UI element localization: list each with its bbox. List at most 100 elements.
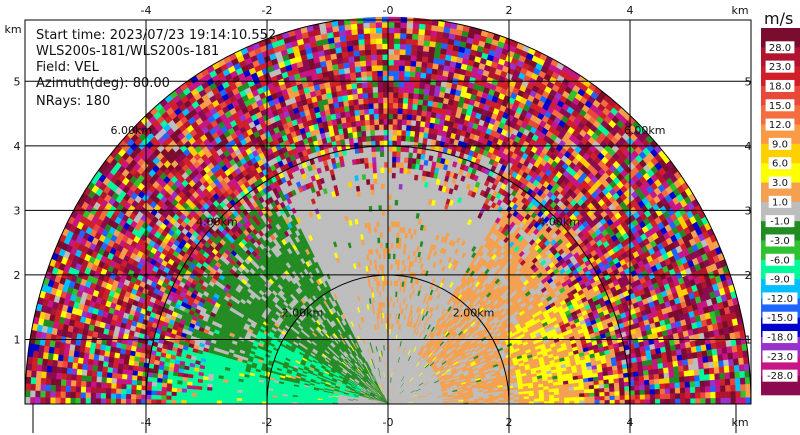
velocity-cell	[629, 399, 636, 404]
velocity-cell	[604, 395, 610, 401]
velocity-cell	[648, 374, 655, 380]
velocity-cell	[513, 398, 520, 402]
velocity-cell	[579, 392, 585, 398]
velocity-cell	[619, 386, 625, 392]
velocity-cell	[656, 357, 663, 364]
velocity-cell	[633, 375, 640, 382]
velocity-cell	[637, 365, 644, 372]
velocity-cell	[652, 363, 659, 370]
velocity-cell	[724, 371, 731, 380]
velocity-cell	[684, 381, 691, 388]
velocity-cell	[662, 361, 669, 369]
velocity-cell	[634, 385, 640, 391]
velocity-cell	[713, 366, 720, 374]
velocity-cell	[598, 383, 605, 389]
velocity-cell	[588, 384, 595, 390]
velocity-cell	[697, 356, 704, 364]
velocity-cell	[664, 377, 670, 384]
velocity-cell	[604, 391, 610, 397]
velocity-cell	[739, 377, 746, 385]
velocity-cell	[498, 399, 505, 403]
velocity-cell	[710, 391, 716, 399]
velocity-cell	[663, 372, 670, 379]
velocity-cell	[564, 400, 570, 404]
velocity-cell	[659, 383, 666, 389]
velocity-cell	[666, 355, 673, 363]
velocity-cell	[649, 388, 656, 395]
velocity-cell	[715, 385, 721, 392]
velocity-cell	[634, 399, 641, 404]
velocity-cell	[543, 394, 550, 399]
velocity-cell	[584, 392, 590, 397]
velocity-cell	[660, 398, 666, 404]
velocity-cell	[618, 381, 625, 387]
velocity-cell	[704, 379, 711, 387]
velocity-cell	[613, 377, 620, 384]
velocity-cell	[548, 391, 555, 396]
velocity-cell	[694, 386, 701, 393]
velocity-cell	[608, 382, 615, 388]
velocity-cell	[579, 400, 585, 404]
velocity-cell	[649, 398, 656, 404]
velocity-cell	[735, 390, 742, 398]
velocity-cell	[644, 398, 651, 404]
velocity-cell	[714, 379, 721, 386]
velocity-cell	[624, 394, 631, 400]
velocity-cell	[594, 391, 600, 397]
velocity-cell	[725, 391, 731, 398]
velocity-cell	[564, 393, 570, 398]
velocity-cell	[589, 399, 595, 404]
velocity-cell	[737, 350, 744, 359]
velocity-cell	[693, 363, 700, 370]
velocity-cell	[688, 369, 695, 377]
velocity-cell	[712, 354, 719, 362]
velocity-cell	[644, 389, 651, 395]
velocity-cell	[699, 374, 706, 381]
velocity-cell	[538, 395, 545, 399]
velocity-cell	[734, 370, 741, 379]
velocity-cell	[588, 388, 595, 393]
velocity-cell	[614, 386, 620, 392]
velocity-cell	[619, 390, 625, 396]
velocity-cell	[681, 353, 688, 361]
velocity-cell	[698, 362, 705, 370]
velocity-cell	[563, 390, 570, 395]
velocity-cell	[548, 394, 555, 399]
velocity-cell	[574, 400, 580, 404]
velocity-cell	[718, 359, 725, 368]
velocity-cell	[675, 398, 681, 404]
velocity-cell	[634, 394, 641, 400]
velocity-cell	[703, 361, 710, 369]
velocity-cell	[680, 398, 686, 404]
velocity-cell	[632, 366, 639, 373]
velocity-cell	[578, 389, 585, 394]
velocity-cell	[663, 367, 669, 374]
velocity-cell	[584, 396, 590, 401]
velocity-cell	[639, 384, 645, 391]
velocity-cell	[569, 396, 575, 401]
velocity-cell	[583, 388, 590, 394]
velocity-cell	[614, 390, 620, 396]
velocity-cell	[684, 375, 690, 383]
velocity-cell	[730, 390, 736, 398]
velocity-cell	[654, 383, 661, 390]
velocity-cell	[609, 399, 616, 404]
velocity-cell	[654, 378, 660, 385]
velocity-cell	[639, 394, 646, 400]
velocity-cell	[574, 396, 580, 401]
velocity-cell	[623, 381, 630, 387]
velocity-cell	[653, 373, 660, 380]
velocity-cell	[508, 399, 515, 402]
velocity-cell	[558, 393, 565, 398]
velocity-cell	[679, 376, 685, 383]
velocity-cell	[686, 352, 693, 360]
velocity-cell	[659, 393, 666, 400]
velocity-cell	[638, 375, 645, 381]
velocity-cell	[648, 378, 655, 385]
velocity-cell	[690, 392, 696, 399]
velocity-cell	[578, 385, 585, 390]
velocity-cell	[657, 362, 664, 369]
velocity-cell	[671, 354, 678, 362]
velocity-cell	[708, 367, 715, 375]
